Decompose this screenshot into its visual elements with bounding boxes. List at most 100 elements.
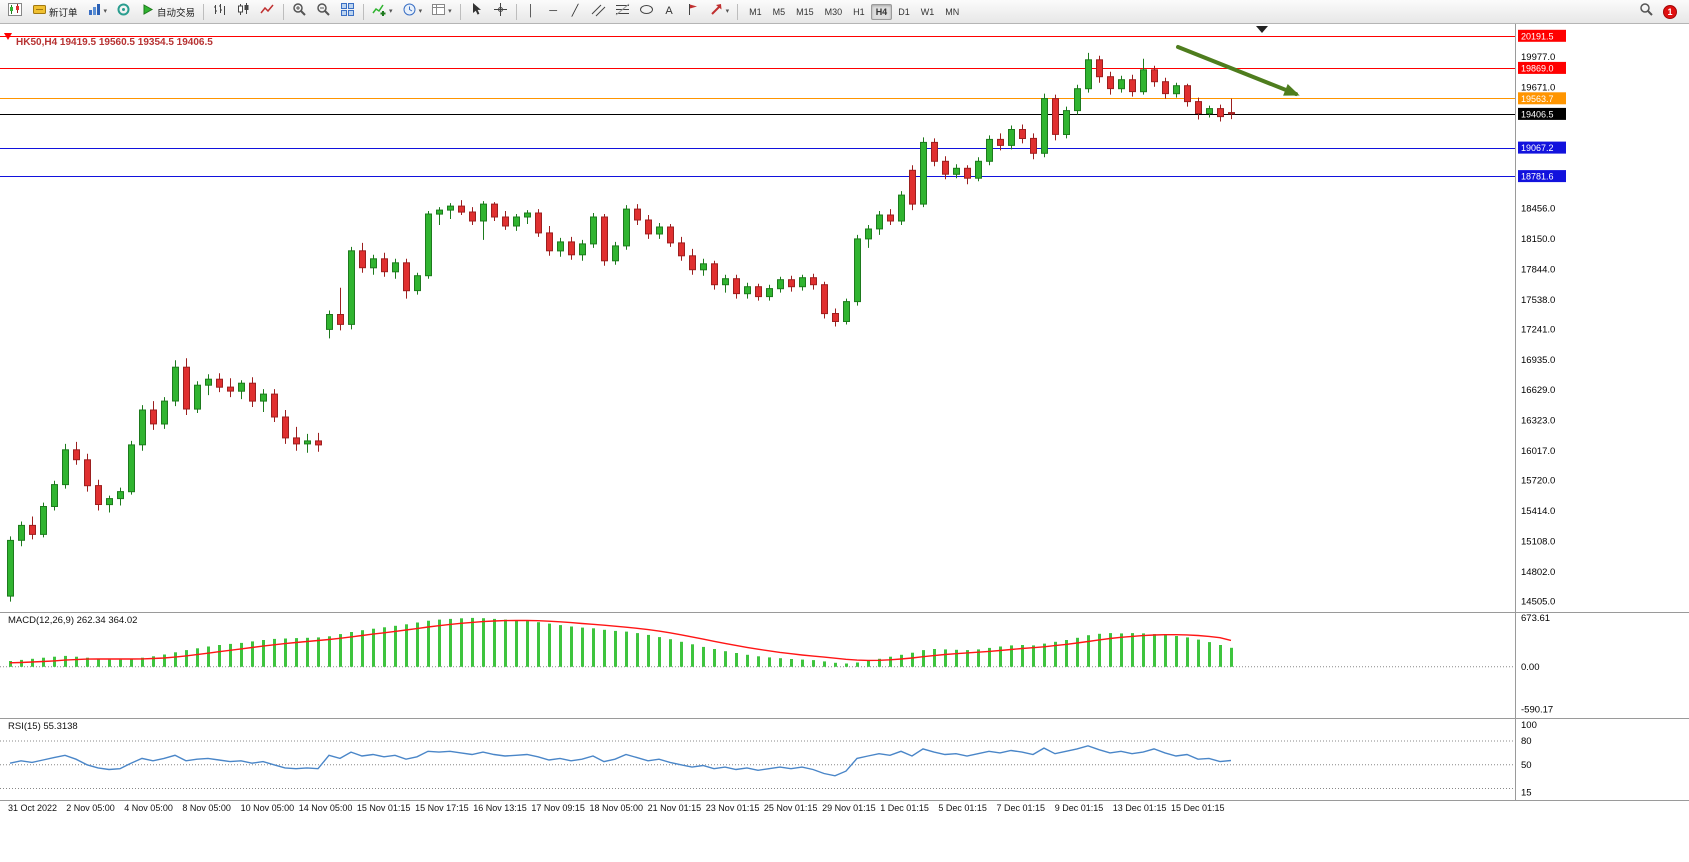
timeframe-h1-button[interactable]: H1: [853, 6, 865, 17]
toolbar-separator: [459, 3, 461, 20]
price-tick-label: 19671.0: [1521, 83, 1555, 94]
price-tick-label: 17844.0: [1521, 264, 1555, 275]
price-tick-label: 15414.0: [1521, 506, 1555, 517]
notification-badge[interactable]: 1: [1663, 4, 1677, 19]
timeframe-d1-button[interactable]: D1: [898, 6, 910, 17]
time-label: 15 Dec 01:15: [1171, 803, 1225, 813]
shapes-button[interactable]: [635, 2, 658, 22]
candlestick-chart-button[interactable]: [232, 2, 255, 22]
macd-tick-label: 673.61: [1521, 613, 1550, 624]
refresh-ring-icon: [116, 2, 131, 22]
dropdown-caret-icon: ▾: [103, 8, 108, 15]
clock-icon: [402, 2, 417, 22]
price-tick-label: 17538.0: [1521, 295, 1555, 306]
market-watch-button[interactable]: [112, 2, 135, 22]
dropdown-caret-icon: ▾: [448, 8, 452, 15]
text-button[interactable]: A: [659, 2, 680, 22]
svg-text:20191.5: 20191.5: [1521, 31, 1554, 41]
flag-label-icon: [685, 2, 700, 22]
chart-canvas[interactable]: [0, 24, 1515, 612]
hlines-layer: [0, 36, 1515, 177]
new-order-button[interactable]: 新订单: [28, 2, 82, 22]
price-badge-19869.0: 19869.0: [1518, 61, 1566, 74]
macd-tick-label: -590.17: [1521, 705, 1553, 716]
time-label: 1 Dec 01:15: [880, 803, 929, 813]
bar-chart-button[interactable]: [208, 2, 231, 22]
macd-panel[interactable]: [0, 612, 1515, 718]
crosshair-button[interactable]: [489, 2, 512, 22]
time-label: 13 Dec 01:15: [1113, 803, 1167, 813]
price-tick-label: 16323.0: [1521, 416, 1555, 427]
time-label: 5 Dec 01:15: [938, 803, 987, 813]
templates-button[interactable]: ▾: [427, 2, 456, 22]
macd-label: MACD(12,26,9) 262.34 364.02: [8, 615, 138, 626]
autotrading-label: 自动交易: [157, 7, 196, 19]
hline-anchor-marker-icon: [4, 33, 12, 40]
ellipse-shape-icon: [639, 2, 654, 22]
autotrading-button[interactable]: 自动交易: [136, 2, 199, 22]
timeframe-m30-button[interactable]: M30: [824, 6, 843, 17]
new-chart-button[interactable]: [4, 2, 27, 22]
horizontal-line-icon: ─: [549, 5, 557, 17]
time-label: 14 Nov 05:00: [299, 803, 353, 813]
svg-text:18781.6: 18781.6: [1521, 172, 1554, 182]
svg-text:19067.2: 19067.2: [1521, 143, 1554, 153]
indicators-button[interactable]: ▾: [368, 2, 397, 22]
timeframe-w1-button[interactable]: W1: [920, 6, 935, 17]
timeframe-mn-button[interactable]: MN: [945, 6, 960, 17]
vertical-line-button[interactable]: │: [521, 2, 542, 22]
tile-windows-icon: [340, 2, 355, 22]
price-tick-label: 19977.0: [1521, 52, 1555, 63]
fibonacci-button[interactable]: [611, 2, 634, 22]
periods-button[interactable]: ▾: [398, 2, 427, 22]
new-order-icon: [32, 2, 47, 22]
cursor-button[interactable]: [465, 2, 488, 22]
toolbar-separator: [737, 3, 739, 20]
dropdown-caret-icon: ▾: [389, 8, 393, 15]
dropdown-caret-icon: ▾: [725, 8, 730, 15]
profiles-icon: [87, 2, 102, 22]
profiles-button[interactable]: ▾: [83, 2, 112, 22]
timeframe-m15-button[interactable]: M15: [796, 6, 814, 17]
price-tick-label: 16017.0: [1521, 446, 1555, 457]
line-chart-button[interactable]: [256, 2, 279, 22]
timeframe-m1-button[interactable]: M1: [749, 6, 762, 17]
label-button[interactable]: [681, 2, 704, 22]
tile-windows-button[interactable]: [336, 2, 359, 22]
arrows-button[interactable]: ▾: [705, 2, 734, 22]
toolbar: 新订单 ▾ 自动交易 ▾ ▾ ▾: [0, 0, 1689, 24]
toolbar-separator: [363, 3, 365, 20]
time-label: 31 Oct 2022: [8, 803, 57, 813]
zoom-out-button[interactable]: [312, 2, 335, 22]
horizontal-line-button[interactable]: ─: [543, 2, 564, 22]
crosshair-icon: [493, 2, 508, 22]
timeframe-h4-button[interactable]: H4: [870, 3, 893, 20]
time-label: 16 Nov 13:15: [473, 803, 527, 813]
toolbar-separator: [203, 3, 205, 20]
search-button[interactable]: [1635, 2, 1658, 22]
chart-shift-marker-icon[interactable]: [1256, 26, 1268, 33]
ohlc-bars-icon: [212, 2, 227, 22]
price-axis[interactable]: [1515, 24, 1689, 800]
price-tick-label: 14802.0: [1521, 567, 1555, 578]
cursor-arrow-icon: [469, 2, 484, 22]
arrow-object-icon: [709, 2, 724, 22]
price-tick-label: 15108.0: [1521, 537, 1555, 548]
new-order-label: 新订单: [49, 7, 78, 19]
rsi-tick-label: 80: [1521, 736, 1532, 747]
zoom-in-button[interactable]: [288, 2, 311, 22]
time-axis[interactable]: [0, 800, 1515, 820]
rsi-panel[interactable]: [0, 718, 1515, 800]
price-tick-label: 14505.0: [1521, 597, 1555, 608]
trend-arrow[interactable]: [1176, 45, 1298, 96]
timeframe-m5-button[interactable]: M5: [772, 6, 786, 17]
time-label: 15 Nov 01:15: [357, 803, 411, 813]
channel-button[interactable]: [587, 2, 610, 22]
autotrading-icon: [140, 2, 155, 22]
trendline-button[interactable]: ╱: [565, 2, 586, 22]
macd-histogram: [9, 617, 1233, 667]
candlestick-icon: [236, 2, 251, 22]
zoom-in-icon: [292, 2, 307, 22]
